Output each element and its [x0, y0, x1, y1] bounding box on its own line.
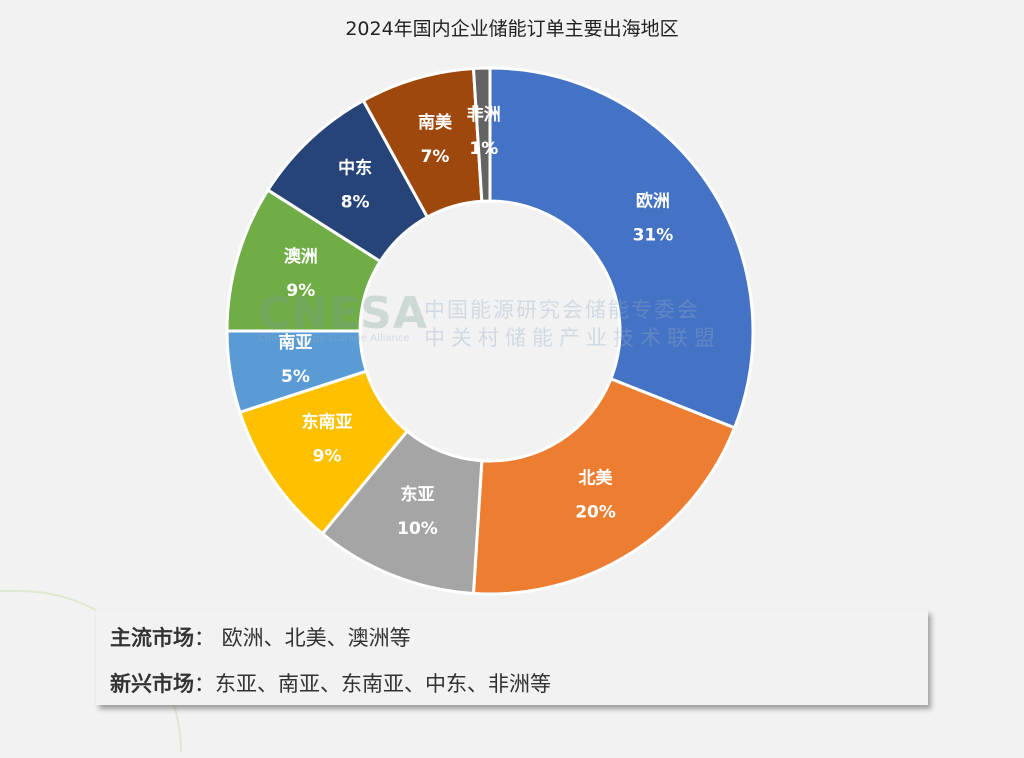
category-label: 非洲	[467, 104, 501, 125]
emerging-value: ：东亚、南亚、东南亚、中东、非洲等	[194, 672, 551, 696]
donut-chart: 欧洲 31% 北美 20% 东亚 10% 东南亚 9% 南亚 5% 澳洲 9% 中东 8% 南美 7% 非洲 1%	[225, 66, 755, 596]
value-label: 9%	[286, 281, 315, 301]
category-label: 欧洲	[636, 190, 670, 211]
mainstream-row: 主流市场： 欧洲、北美、澳洲等	[110, 622, 411, 652]
value-label: 8%	[341, 192, 370, 212]
chart-title: 2024年国内企业储能订单主要出海地区	[345, 18, 679, 40]
category-label: 澳洲	[284, 246, 318, 267]
category-label: 南美	[418, 112, 453, 133]
category-label: 北美	[579, 467, 614, 488]
value-label: 5%	[281, 367, 310, 387]
value-label: 10%	[397, 519, 438, 539]
slice-非洲	[471, 66, 492, 203]
emerging-label: 新兴市场	[110, 672, 194, 696]
value-label: 20%	[575, 502, 616, 522]
category-label: 中东	[338, 157, 372, 178]
value-label: 7%	[421, 147, 450, 167]
slice-北美	[471, 376, 737, 596]
mainstream-label: 主流市场	[110, 626, 194, 650]
category-label: 东亚	[400, 484, 434, 505]
emerging-row: 新兴市场：东亚、南亚、东南亚、中东、非洲等	[110, 668, 551, 698]
value-label: 31%	[633, 225, 674, 245]
summary-box: 主流市场： 欧洲、北美、澳洲等 新兴市场：东亚、南亚、东南亚、中东、非洲等	[96, 610, 928, 705]
mainstream-value: ： 欧洲、北美、澳洲等	[194, 626, 411, 650]
slice-欧洲	[488, 66, 755, 430]
value-label: 9%	[313, 447, 342, 467]
value-label: 1%	[469, 139, 498, 159]
category-label: 南亚	[278, 332, 312, 353]
category-label: 东南亚	[302, 412, 353, 433]
